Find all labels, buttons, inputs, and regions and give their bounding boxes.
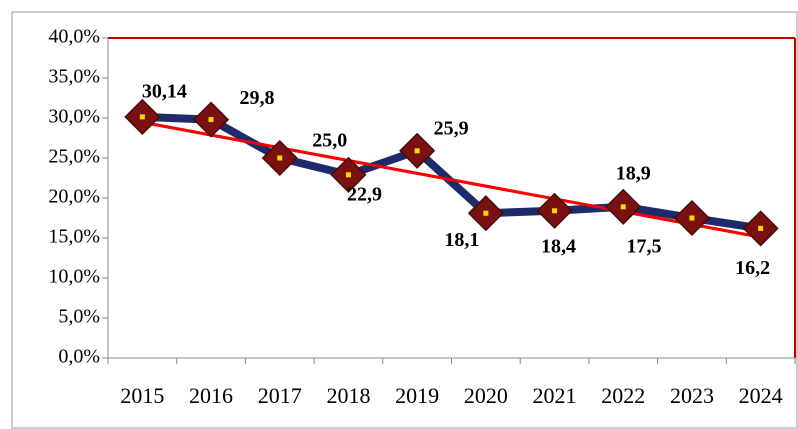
y-tick-label: 15,0% [48,226,100,248]
data-label: 18,4 [541,235,576,257]
x-tick-label: 2015 [120,383,164,408]
x-tick-label: 2019 [395,383,439,408]
y-tick-label: 35,0% [48,66,100,88]
series-line [142,112,762,233]
x-tick-label: 2022 [601,383,645,408]
data-label: 25,0 [312,130,347,152]
marker-center [208,117,214,123]
x-tick-label: 2020 [464,383,508,408]
chart-frame [11,11,798,429]
marker-center [277,155,283,161]
data-label: 30,14 [142,80,187,102]
marker-center [345,172,351,178]
marker-center [620,204,626,210]
data-label: 18,9 [616,162,651,184]
data-label: 17,5 [626,236,661,258]
x-tick-label: 2023 [670,383,714,408]
y-tick-label: 25,0% [48,146,100,168]
x-tick-label: 2024 [739,383,783,408]
y-tick-label: 20,0% [48,186,100,208]
y-tick-label: 10,0% [48,266,100,288]
data-label: 25,9 [434,117,469,139]
x-tick-label: 2021 [533,383,577,408]
y-tick-label: 30,0% [48,106,100,128]
marker-center [139,114,145,120]
x-tick-label: 2018 [326,383,370,408]
marker-center [483,210,489,216]
data-label: 29,8 [240,87,275,109]
x-tick-label: 2017 [258,383,302,408]
data-label: 16,2 [735,257,770,279]
y-tick-label: 0,0% [58,346,100,368]
marker-center [552,208,558,214]
x-tick-label: 2016 [189,383,233,408]
y-tick-label: 5,0% [58,306,100,328]
data-label: 18,1 [444,229,479,251]
data-label: 22,9 [347,183,382,205]
marker-center [758,225,764,231]
trendline [142,120,761,239]
marker-center [414,148,420,154]
y-tick-label: 40,0% [48,26,100,48]
marker-center [689,215,695,221]
